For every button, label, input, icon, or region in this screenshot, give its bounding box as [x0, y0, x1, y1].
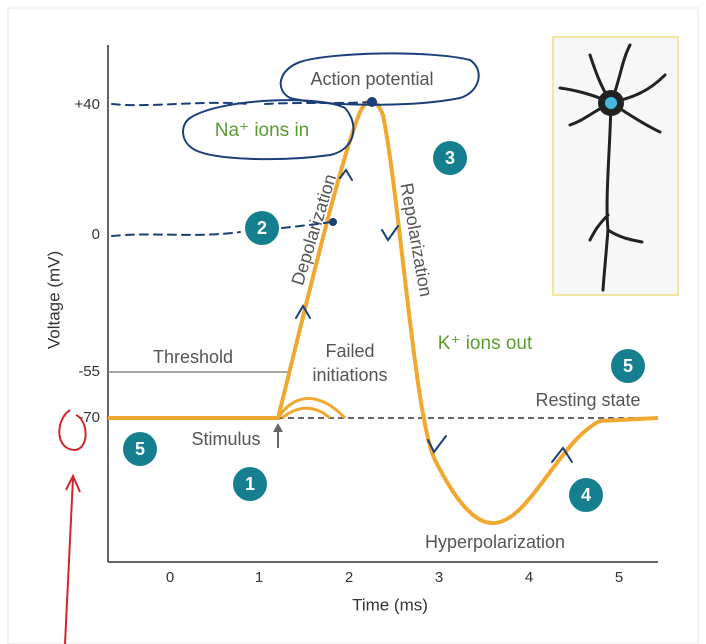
y-axis-title: Voltage (mV) — [44, 251, 63, 349]
label: K⁺ ions out — [438, 333, 533, 354]
y-tick-label: -70 — [78, 409, 100, 426]
step-number: 4 — [581, 485, 591, 505]
y-tick-label: -55 — [78, 363, 100, 380]
step-number: 1 — [245, 474, 255, 494]
y-tick-label: +40 — [75, 96, 100, 113]
label: Stimulus — [191, 429, 260, 449]
neuron-image — [552, 36, 679, 296]
x-tick-label: 3 — [435, 569, 443, 586]
label: Hyperpolarization — [425, 532, 565, 552]
step-badges — [123, 141, 645, 512]
label: initiations — [312, 365, 387, 385]
stimulus-arrowhead — [273, 423, 283, 432]
step-number: 2 — [257, 218, 267, 238]
x-tick-label: 1 — [255, 569, 263, 586]
step-number: 3 — [445, 148, 455, 168]
label: Na⁺ ions in — [215, 120, 310, 141]
y-tick-label: 0 — [92, 226, 100, 243]
label: Threshold — [153, 347, 233, 367]
x-tick-label: 0 — [166, 569, 174, 586]
x-tick-label: 2 — [345, 569, 353, 586]
label: Action potential — [310, 69, 433, 89]
step-number: 5 — [623, 356, 633, 376]
x-tick-label: 4 — [525, 569, 533, 586]
x-axis-title: Time (ms) — [352, 595, 428, 614]
step-number: 5 — [135, 439, 145, 459]
failed-initiation-curve — [276, 397, 347, 420]
x-tick-label: 5 — [615, 569, 623, 586]
action-potential-curve — [108, 98, 659, 526]
label: Resting state — [535, 390, 640, 410]
label: Failed — [325, 341, 374, 361]
pen-annotations — [58, 52, 573, 644]
